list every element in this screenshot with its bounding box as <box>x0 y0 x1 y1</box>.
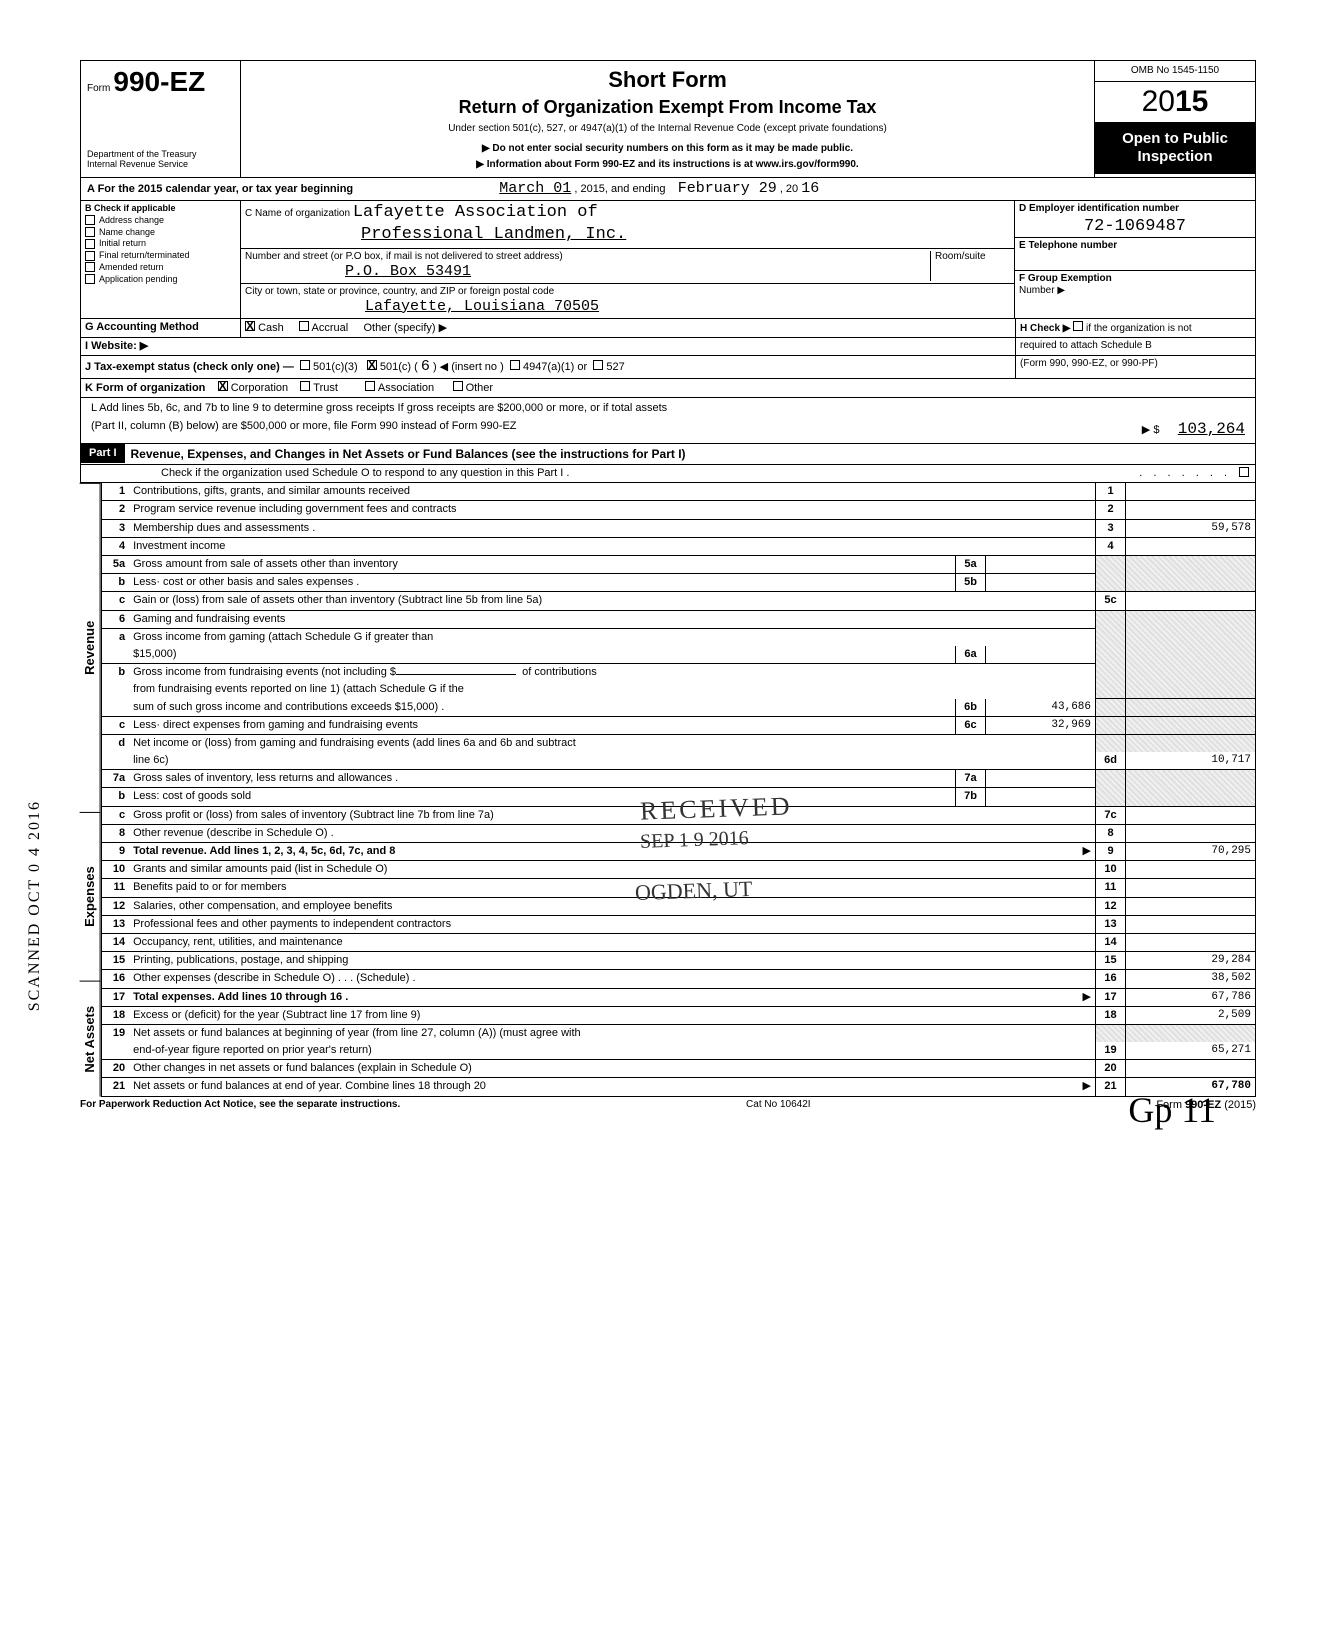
side-expenses: Expenses <box>80 812 101 981</box>
footer-mid: Cat No 10642I <box>746 1099 811 1112</box>
org-city: Lafayette, Louisiana 70505 <box>365 298 599 315</box>
cb-schedule-b[interactable] <box>1073 321 1083 331</box>
gross-receipts: 103,264 <box>1178 420 1245 438</box>
cb-4947[interactable] <box>510 360 520 370</box>
dept-irs: Internal Revenue Service <box>87 159 234 170</box>
ein: 72-1069487 <box>1084 217 1186 236</box>
row-l: L Add lines 5b, 6c, and 7b to line 9 to … <box>80 398 1256 443</box>
val-6b: 43,686 <box>986 699 1096 717</box>
label-c: C Name of organization <box>245 208 350 219</box>
row-a-tax-year: A For the 2015 calendar year, or tax yea… <box>80 178 1256 201</box>
val-18: 2,509 <box>1126 1006 1256 1024</box>
line-table: 1Contributions, gifts, grants, and simil… <box>101 483 1256 1096</box>
cb-final-return[interactable] <box>85 251 95 261</box>
val-16: 38,502 <box>1126 970 1256 988</box>
label-b: B Check if applicable <box>85 203 176 213</box>
val-3: 59,578 <box>1126 519 1256 537</box>
section-bcd: B Check if applicable Address change Nam… <box>80 201 1256 319</box>
header-arrow1: ▶ Do not enter social security numbers o… <box>251 143 1084 155</box>
label-e: E Telephone number <box>1015 237 1255 254</box>
scanned-stamp: SCANNED OCT 0 4 2016 <box>25 800 44 1011</box>
cb-cash[interactable] <box>245 321 255 331</box>
org-name-2: Professional Landmen, Inc. <box>361 225 626 244</box>
form-header: Form 990-EZ Department of the Treasury I… <box>80 60 1256 178</box>
tax-year-begin: March 01 <box>499 180 571 197</box>
cb-501c3[interactable] <box>300 360 310 370</box>
header-arrow2: ▶ Information about Form 990-EZ and its … <box>251 159 1084 171</box>
row-j: J Tax-exempt status (check only one) — 5… <box>80 356 1256 379</box>
row-g: G Accounting Method Cash Accrual Other (… <box>80 319 1256 338</box>
part1-header: Part I Revenue, Expenses, and Changes in… <box>80 444 1256 465</box>
val-6c: 32,969 <box>986 716 1096 734</box>
open-public: Open to Public Inspection <box>1095 122 1255 174</box>
header-subtitle: Under section 501(c), 527, or 4947(a)(1)… <box>251 123 1084 135</box>
cb-501c[interactable] <box>367 360 377 370</box>
val-19: 65,271 <box>1126 1042 1256 1060</box>
val-6d: 10,717 <box>1126 752 1256 770</box>
cb-schedule-o[interactable] <box>1239 467 1249 477</box>
label-f: F Group Exemption <box>1019 273 1112 284</box>
lines-grid: RECEIVED SEP 1 9 2016 OGDEN, UT Revenue … <box>80 483 1256 1096</box>
city-label: City or town, state or province, country… <box>245 286 1010 298</box>
cb-527[interactable] <box>593 360 603 370</box>
cb-address-change[interactable] <box>85 215 95 225</box>
short-form-title: Short Form <box>251 67 1084 93</box>
cb-trust[interactable] <box>300 381 310 391</box>
cb-other-org[interactable] <box>453 381 463 391</box>
val-15: 29,284 <box>1126 952 1256 970</box>
form-number: 990-EZ <box>113 66 205 97</box>
tax-year-end: February 29 <box>678 180 777 197</box>
part1-check: Check if the organization used Schedule … <box>80 465 1256 483</box>
val-17: 67,786 <box>1126 988 1256 1006</box>
cb-assoc[interactable] <box>365 381 375 391</box>
row-k: K Form of organization Corporation Trust… <box>80 379 1256 398</box>
form-prefix: Form <box>87 83 110 94</box>
val-9: 70,295 <box>1126 843 1256 861</box>
row-i: I Website: ▶ required to attach Schedule… <box>80 338 1256 356</box>
cb-corp[interactable] <box>218 381 228 391</box>
addr-label: Number and street (or P.O box, if mail i… <box>245 251 930 263</box>
room-suite-label: Room/suite <box>930 251 1010 281</box>
label-d: D Employer identification number <box>1015 201 1255 217</box>
dept-treasury: Department of the Treasury <box>87 149 234 160</box>
return-title: Return of Organization Exempt From Incom… <box>251 97 1084 119</box>
cb-initial-return[interactable] <box>85 239 95 249</box>
org-name-1: Lafayette Association of <box>353 203 598 222</box>
cb-name-change[interactable] <box>85 227 95 237</box>
footer: For Paperwork Reduction Act Notice, see … <box>80 1097 1256 1112</box>
side-revenue: Revenue <box>80 483 101 812</box>
cb-pending[interactable] <box>85 274 95 284</box>
footer-left: For Paperwork Reduction Act Notice, see … <box>80 1099 400 1112</box>
cb-amended[interactable] <box>85 262 95 272</box>
side-netassets: Net Assets <box>80 981 101 1097</box>
org-address: P.O. Box 53491 <box>345 263 471 280</box>
tax-year: 2015 <box>1095 82 1255 122</box>
cb-accrual[interactable] <box>299 321 309 331</box>
hand-initials: Gp 11 <box>1128 1089 1216 1132</box>
omb-number: OMB No 1545-1150 <box>1095 61 1255 82</box>
